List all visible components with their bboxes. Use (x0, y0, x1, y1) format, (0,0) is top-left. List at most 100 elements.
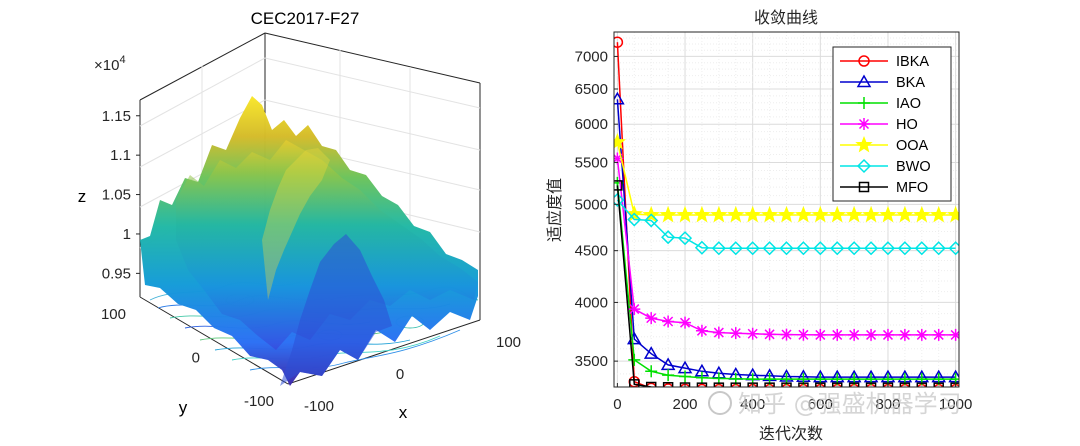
data-point (614, 192, 625, 208)
data-point (662, 382, 674, 387)
series-bwo (614, 192, 959, 256)
legend-label: BWO (896, 159, 931, 175)
surface-plot: CEC2017-F27 (78, 9, 521, 422)
z-tick-label: 1.1 (110, 147, 131, 164)
data-point (828, 205, 846, 223)
data-point (899, 382, 911, 387)
z-ticks: 1.15 1.1 1.05 1 0.95 (102, 108, 140, 282)
y-tick-label: 3500 (575, 353, 608, 370)
data-point (695, 371, 708, 384)
data-point (896, 205, 914, 223)
data-point (762, 241, 777, 256)
data-point (695, 324, 708, 337)
wechat-icon (708, 391, 732, 415)
convergence-x-ticks: 0 200 400 600 800 1000 (613, 383, 972, 413)
legend-label: HO (896, 117, 918, 133)
legend-marker (855, 135, 873, 153)
z-exponent-label: ×104 (94, 54, 126, 74)
legend-entry-bwo: BWO (840, 158, 931, 175)
data-point (949, 328, 959, 341)
data-point (645, 365, 658, 378)
series-ho (614, 152, 959, 341)
data-point (946, 205, 959, 223)
x-tick-label: 800 (875, 396, 900, 413)
z-tick-label: 1 (123, 226, 131, 243)
legend-entry-mfo: MFO (840, 180, 928, 196)
y-tick-label-3d: 100 (101, 306, 126, 323)
x-tick-label-3d: 100 (496, 334, 521, 351)
legend-marker (856, 74, 872, 88)
legend-entry-iao: IAO (840, 96, 921, 112)
data-point (629, 379, 640, 387)
y-tick-label: 7000 (575, 48, 608, 65)
data-point (865, 382, 877, 387)
y-tick-label-3d: 0 (192, 350, 200, 367)
data-point (659, 205, 677, 223)
legend-label: MFO (896, 180, 928, 196)
data-point (863, 241, 879, 256)
data-point (627, 331, 642, 345)
watermark: 知乎 @强盛机器学习 (708, 390, 962, 418)
convergence-plot: 收敛曲线 3500 4000 4500 5000 5500 6000 6500 7000 0 2… (545, 8, 972, 443)
legend-label: IBKA (896, 54, 929, 70)
surface-mesh (140, 96, 478, 386)
data-point (760, 205, 779, 223)
convergence-title: 收敛曲线 (754, 8, 818, 27)
data-point (914, 241, 929, 256)
data-point (712, 326, 725, 339)
x-ticks-3d: -100 100 0 (304, 334, 521, 415)
data-point (898, 328, 911, 341)
z-tick-label: 0.95 (102, 265, 131, 282)
y-ticks-3d: 100 0 -100 (101, 306, 274, 410)
data-point (694, 240, 710, 255)
data-point (645, 381, 657, 387)
y-tick-label: 6500 (575, 81, 608, 98)
convergence-x-label: 迭代次数 (759, 424, 823, 443)
data-point (830, 241, 845, 256)
data-point (948, 241, 959, 256)
y-tick-label-3d: -100 (244, 393, 274, 410)
y-tick-label: 5000 (575, 196, 608, 213)
data-point (794, 205, 813, 223)
data-point (730, 382, 742, 387)
data-point (764, 382, 775, 387)
legend-label: OOA (896, 138, 929, 154)
data-point (831, 328, 844, 341)
data-point (644, 213, 659, 228)
x-tick-label: 0 (613, 396, 621, 413)
data-point (814, 328, 827, 341)
y-tick-label: 4000 (575, 294, 608, 311)
data-point (897, 241, 912, 256)
data-point (913, 205, 931, 223)
data-point (780, 328, 793, 341)
data-point (713, 382, 725, 387)
data-point (777, 205, 796, 223)
data-point (628, 303, 641, 316)
data-point (880, 241, 896, 256)
legend-entry-ibka: IBKA (840, 54, 929, 70)
convergence-series (614, 36, 959, 387)
data-point (643, 346, 659, 359)
data-point (933, 382, 944, 387)
data-point (746, 327, 759, 340)
x-tick-label-3d: -100 (304, 398, 334, 415)
data-point (916, 382, 928, 387)
data-point (679, 370, 692, 383)
data-point (729, 327, 742, 340)
data-point (848, 328, 861, 341)
data-point (796, 241, 811, 256)
legend-marker (858, 181, 870, 193)
x-tick-label-3d: 0 (396, 366, 404, 383)
data-point (797, 328, 810, 341)
x-axis-label-3d: x (399, 403, 408, 422)
data-point (932, 328, 945, 341)
data-point (627, 212, 642, 227)
legend-label: BKA (896, 75, 925, 91)
y-tick-label: 6000 (575, 116, 608, 133)
data-point (813, 241, 828, 256)
legend: IBKA BKA IAO HO OOA BWO MFO (832, 46, 952, 202)
legend-entry-bka: BKA (840, 74, 925, 91)
z-tick-label: 1.05 (102, 187, 131, 204)
data-point (798, 382, 809, 387)
